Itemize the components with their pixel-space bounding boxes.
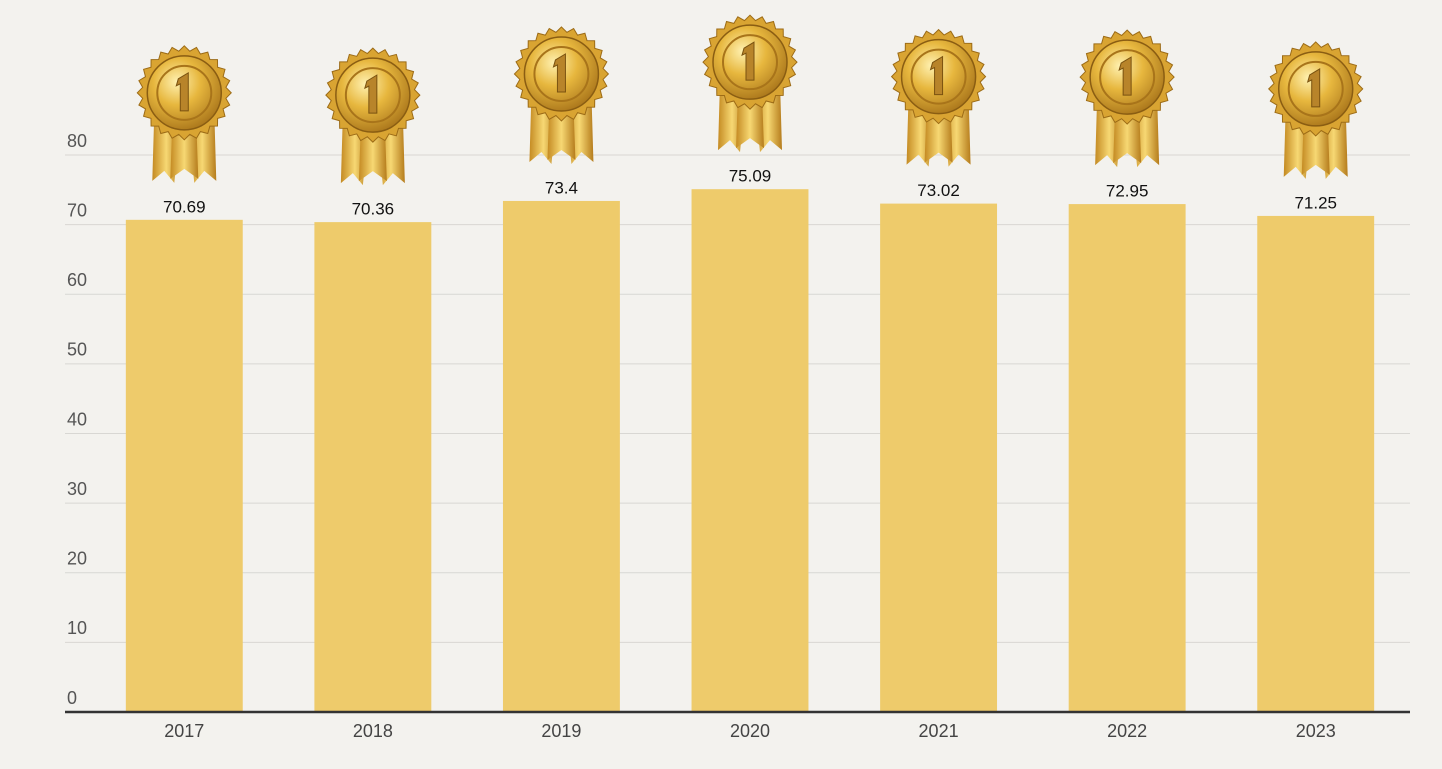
medal-ribbon [1301,118,1330,175]
x-tick-label: 2022 [1107,721,1147,741]
medal-number [929,55,944,96]
medal-icon [890,28,987,167]
bar [314,222,432,712]
medal-number [1118,56,1132,96]
medal-number [175,71,189,112]
y-tick-label: 20 [67,549,87,569]
x-tick-label: 2021 [919,721,959,741]
x-tick-label: 2018 [353,721,393,741]
x-tick-label: 2017 [164,721,204,741]
y-tick-label: 50 [67,340,87,360]
medal-ribbon [1113,107,1142,164]
y-tick-label: 0 [67,688,77,708]
medal-inner [910,48,967,105]
medal-ribbon [358,125,387,182]
medal-inner [722,34,778,91]
y-tick-label: 70 [67,200,87,220]
value-label: 73.02 [917,181,960,200]
bar [691,189,809,712]
medal-inner [1099,49,1156,106]
value-label: 70.69 [163,197,206,216]
x-tick-label: 2019 [541,721,581,741]
medal-icon [513,26,610,164]
medal-number [741,41,755,81]
value-label: 71.25 [1294,193,1337,212]
medal-ribbon [547,103,576,160]
y-tick-label: 10 [67,618,87,638]
bar [502,200,620,712]
y-tick-label: 60 [67,270,87,290]
bar [1257,215,1375,712]
value-label: 72.95 [1106,182,1149,201]
value-label: 70.36 [352,200,395,219]
medal-inner [344,67,401,124]
medal-icon [702,14,798,153]
medal-inner [156,64,213,121]
medal-ribbon [924,106,953,163]
bar [1068,204,1186,712]
medal-icon [1268,41,1364,179]
value-label: 73.4 [545,178,578,197]
y-tick-label: 80 [67,131,87,151]
medal-ribbon [736,92,764,149]
y-tick-label: 30 [67,479,87,499]
bar [125,219,243,713]
y-tick-label: 40 [67,409,87,429]
medal-icon [325,47,421,186]
medal-icon [136,45,232,183]
medal-ribbon [170,122,199,179]
medal-icon [1079,29,1175,168]
medal-inner [533,45,590,102]
bar [880,203,998,712]
x-tick-label: 2020 [730,721,770,741]
x-tick-label: 2023 [1296,721,1336,741]
medal-number [1306,68,1321,108]
value-label: 75.09 [729,167,772,186]
medal-number [364,74,378,114]
medal-number [552,53,566,93]
medal-inner [1287,60,1344,117]
